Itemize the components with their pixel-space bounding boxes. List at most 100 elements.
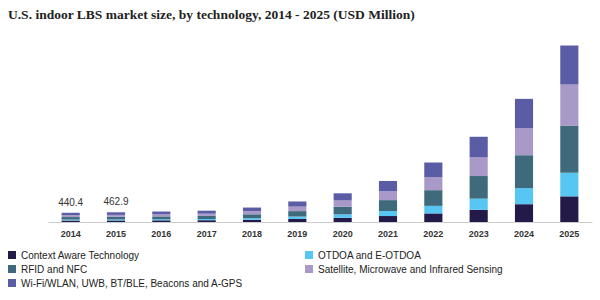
bar-segment [62, 217, 80, 220]
bar-segment [515, 188, 533, 204]
bar-segment [243, 218, 261, 220]
bar-segment [515, 204, 533, 222]
bar-segment [470, 137, 488, 158]
bar-segment [379, 191, 397, 200]
bar-segment [424, 213, 442, 222]
bar-segment [62, 221, 80, 222]
legend-label: Satellite, Microwave and Infrared Sensin… [318, 264, 503, 275]
bar-segment [62, 215, 80, 217]
bar-segment [424, 206, 442, 214]
bar-segment [152, 216, 170, 219]
bar-segment [288, 219, 306, 222]
x-tick: 2024 [514, 222, 534, 239]
bar-segment [152, 212, 170, 215]
bar-segment [560, 173, 578, 197]
legend-swatch [305, 251, 313, 259]
bar-segment [379, 216, 397, 222]
title: U.S. indoor LBS market size, by technolo… [8, 7, 415, 22]
bar-segment [379, 211, 397, 216]
bar-segment [470, 157, 488, 176]
bar-segment [152, 220, 170, 222]
x-tick-label: 2016 [151, 229, 171, 239]
bar-segment [379, 181, 397, 191]
x-tick: 2025 [559, 222, 579, 239]
x-tick-label: 2020 [333, 229, 353, 239]
bar-segment [107, 219, 125, 220]
bar-segment [560, 46, 578, 85]
legend-item: Satellite, Microwave and Infrared Sensin… [305, 264, 503, 275]
bar-segment [334, 200, 352, 206]
bar-segment [288, 201, 306, 206]
bar-segment [243, 211, 261, 214]
x-tick: 2015 [106, 222, 126, 239]
bar-segment [334, 218, 352, 222]
legend-swatch [8, 279, 16, 287]
bar-segment [334, 193, 352, 200]
bar-segment [198, 211, 216, 214]
x-tick: 2022 [423, 222, 443, 239]
legend-label: Wi-Fi/WLAN, UWB, BT/BLE, Beacons and A-G… [21, 278, 243, 289]
x-tick: 2018 [242, 222, 262, 239]
bar-segment [62, 213, 80, 215]
bar-segment [424, 190, 442, 206]
annotation: 440.4 [58, 197, 83, 208]
bar-segment [107, 215, 125, 217]
bar-segment [198, 220, 216, 222]
bar-segment [243, 214, 261, 218]
x-axis: 2014 2015 2016 2017 2018 2019 2020 2021 2022 2023… [49, 222, 593, 239]
x-tick-label: 2017 [197, 229, 217, 239]
legend-item: RFID and NFC [8, 264, 87, 275]
x-tick: 2019 [287, 222, 307, 239]
annotation: 462.9 [103, 196, 128, 207]
legend-swatch [305, 265, 313, 273]
bar-segment [515, 99, 533, 128]
bar-segment [107, 212, 125, 215]
bar-segment [107, 220, 125, 222]
bar-segment [152, 219, 170, 220]
legend-item: Wi-Fi/WLAN, UWB, BT/BLE, Beacons and A-G… [8, 278, 243, 289]
legend-label: Context Aware Technology [21, 250, 139, 261]
legend-item: Context Aware Technology [8, 250, 139, 261]
bar-segment [198, 216, 216, 219]
x-tick: 2016 [151, 222, 171, 239]
bar-segment [288, 217, 306, 219]
bar-segment [560, 196, 578, 222]
x-tick-label: 2023 [469, 229, 489, 239]
x-tick-label: 2019 [287, 229, 307, 239]
bar-segment [243, 220, 261, 222]
bar-segment [334, 207, 352, 215]
chart: U.S. indoor LBS market size, by technolo… [0, 0, 600, 300]
bar-segment [198, 214, 216, 216]
bar-segment [288, 207, 306, 212]
bar-segment [424, 177, 442, 190]
x-axis-line [49, 222, 593, 223]
x-tick: 2023 [469, 222, 489, 239]
bar-segment [198, 219, 216, 220]
legend-item: OTDOA and E-OTDOA [305, 250, 421, 261]
x-tick-label: 2015 [106, 229, 126, 239]
x-tick-label: 2018 [242, 229, 262, 239]
legend-label: OTDOA and E-OTDOA [318, 250, 421, 261]
bar-segment [470, 176, 488, 199]
bar-segment [379, 200, 397, 211]
bar-segment [515, 128, 533, 155]
x-tick-label: 2025 [559, 229, 579, 239]
x-tick-label: 2014 [61, 229, 81, 239]
bar-segment [107, 217, 125, 220]
x-tick: 2014 [61, 222, 81, 239]
bar-segment [152, 214, 170, 216]
legend-swatch [8, 251, 16, 259]
bar-segment [560, 126, 578, 173]
x-tick-label: 2021 [378, 229, 398, 239]
bar-segment [470, 210, 488, 222]
bars [62, 46, 579, 222]
x-tick-label: 2024 [514, 229, 534, 239]
bar-segment [560, 85, 578, 126]
bar-segment [288, 211, 306, 216]
legend-swatch [8, 265, 16, 273]
x-tick: 2017 [197, 222, 217, 239]
x-tick: 2021 [378, 222, 398, 239]
legend: Context Aware Technology OTDOA and E-OTDO… [8, 250, 503, 289]
bar-segment [334, 214, 352, 217]
bar-segment [424, 163, 442, 178]
